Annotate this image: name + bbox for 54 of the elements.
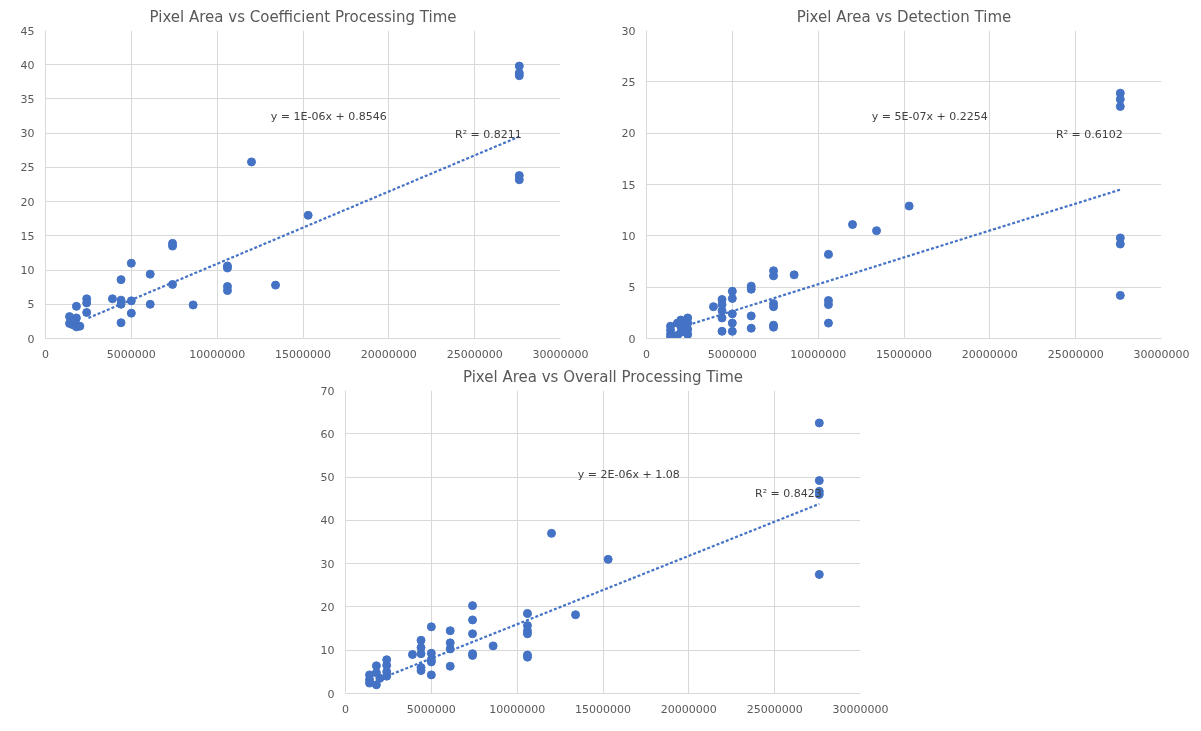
y-tick-label: 20: [320, 600, 335, 614]
y-tick-label: 15: [20, 229, 35, 243]
x-tick-label: 30000000: [1133, 347, 1190, 361]
y-tick-label: 35: [20, 92, 35, 106]
chart-title: Pixel Area vs Coefficient Processing Time: [149, 7, 457, 26]
x-tick-label: 10000000: [790, 347, 847, 361]
y-tick-label: 0: [628, 332, 636, 346]
y-tick-label: 30: [621, 24, 636, 38]
x-tick-label: 10000000: [489, 702, 546, 716]
y-tick-label: 10: [20, 264, 35, 278]
chart-title: Pixel Area vs Detection Time: [796, 7, 1012, 26]
x-tick-label: 30000000: [832, 702, 889, 716]
y-tick-label: 15: [621, 178, 636, 192]
chart-title: Pixel Area vs Overall Processing Time: [462, 367, 744, 386]
y-tick-label: 10: [621, 229, 636, 243]
y-tick-label: 50: [320, 471, 335, 485]
annotation: y = 1E-06x + 0.8546: [270, 109, 387, 123]
y-tick-label: 70: [320, 384, 335, 398]
x-tick-label: 5000000: [106, 347, 156, 361]
x-tick-label: 15000000: [876, 347, 933, 361]
y-tick-label: 0: [27, 332, 35, 346]
x-tick-label: 15000000: [275, 347, 332, 361]
y-tick-label: 45: [20, 24, 35, 38]
x-tick-label: 15000000: [575, 702, 632, 716]
y-tick-label: 20: [20, 195, 35, 209]
y-tick-label: 25: [20, 161, 35, 175]
x-tick-label: 20000000: [660, 702, 717, 716]
x-tick-label: 0: [42, 347, 49, 361]
y-tick-label: 60: [320, 427, 335, 441]
y-tick-label: 40: [320, 514, 335, 528]
x-tick-label: 30000000: [532, 347, 589, 361]
x-tick-label: 25000000: [1047, 347, 1104, 361]
annotation: y = 5E-07x + 0.2254: [871, 109, 988, 123]
y-tick-label: 5: [628, 281, 636, 295]
x-tick-label: 5000000: [406, 702, 456, 716]
annotation: R² = 0.6102: [1056, 128, 1123, 142]
y-tick-label: 10: [320, 644, 335, 658]
y-tick-label: 30: [320, 557, 335, 571]
y-tick-label: 25: [621, 75, 636, 89]
x-tick-label: 25000000: [746, 702, 803, 716]
x-tick-label: 0: [643, 347, 650, 361]
x-tick-label: 20000000: [360, 347, 417, 361]
y-tick-label: 0: [327, 687, 335, 701]
x-tick-label: 10000000: [189, 347, 246, 361]
y-tick-label: 20: [621, 127, 636, 141]
x-tick-label: 20000000: [961, 347, 1018, 361]
y-tick-label: 30: [20, 127, 35, 141]
x-tick-label: 5000000: [707, 347, 757, 361]
x-tick-label: 0: [342, 702, 349, 716]
x-tick-label: 25000000: [446, 347, 503, 361]
y-tick-label: 5: [27, 298, 35, 312]
annotation: R² = 0.8211: [455, 128, 522, 142]
y-tick-label: 40: [20, 58, 35, 72]
annotation: y = 2E-06x + 1.08: [577, 468, 680, 482]
